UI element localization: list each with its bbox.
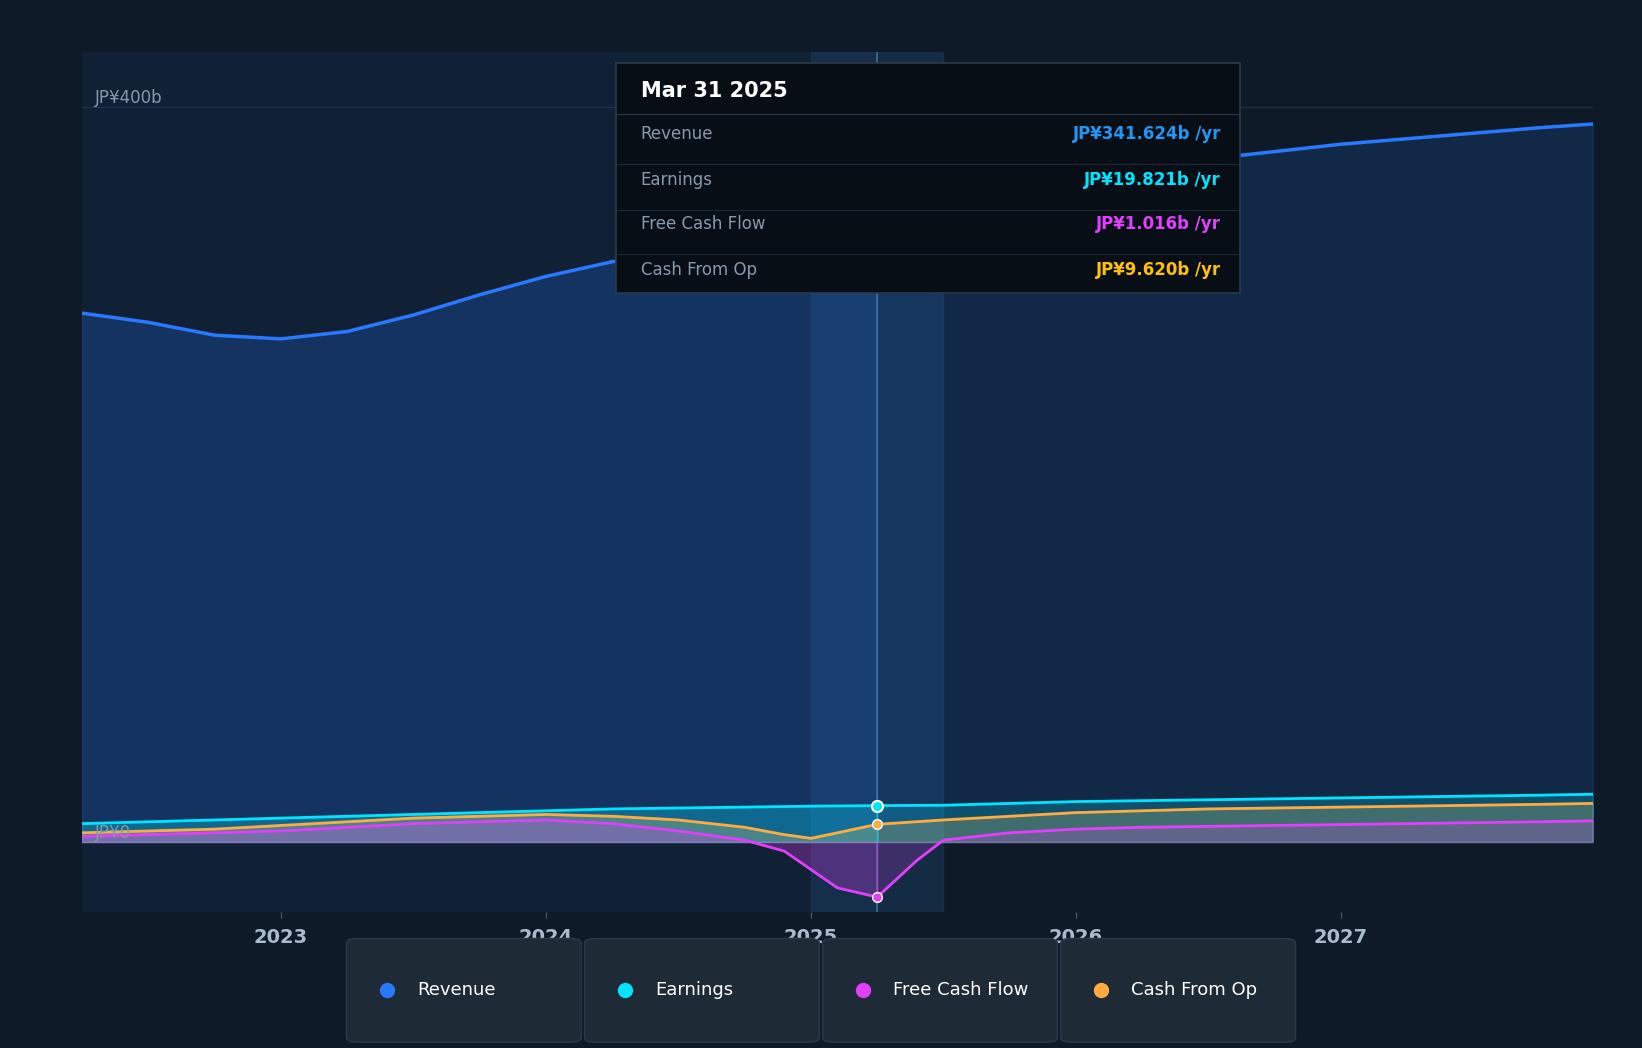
Text: Past: Past bbox=[818, 152, 855, 170]
Text: JP¥341.624b /yr: JP¥341.624b /yr bbox=[1072, 125, 1222, 144]
Text: Revenue: Revenue bbox=[640, 125, 713, 144]
FancyBboxPatch shape bbox=[823, 939, 1057, 1042]
Text: Free Cash Flow: Free Cash Flow bbox=[893, 981, 1028, 1000]
Text: JP¥1.016b /yr: JP¥1.016b /yr bbox=[1095, 215, 1222, 233]
Text: Mar 31 2025: Mar 31 2025 bbox=[640, 82, 788, 102]
Text: JP¥19.821b /yr: JP¥19.821b /yr bbox=[1084, 171, 1222, 190]
Text: Cash From Op: Cash From Op bbox=[640, 261, 757, 279]
Text: Revenue: Revenue bbox=[417, 981, 496, 1000]
Text: Cash From Op: Cash From Op bbox=[1131, 981, 1258, 1000]
Text: JP¥9.620b /yr: JP¥9.620b /yr bbox=[1095, 261, 1222, 279]
Bar bbox=[82, 52, 877, 912]
Text: Earnings: Earnings bbox=[640, 171, 713, 190]
Text: Free Cash Flow: Free Cash Flow bbox=[640, 215, 765, 233]
Text: Analysts Forecasts: Analysts Forecasts bbox=[898, 152, 1066, 170]
Text: Earnings: Earnings bbox=[655, 981, 732, 1000]
Text: JP¥0: JP¥0 bbox=[95, 824, 131, 842]
FancyBboxPatch shape bbox=[346, 939, 581, 1042]
Text: JP¥400b: JP¥400b bbox=[95, 89, 163, 108]
FancyBboxPatch shape bbox=[1061, 939, 1296, 1042]
FancyBboxPatch shape bbox=[585, 939, 819, 1042]
Bar bbox=[811, 52, 944, 912]
